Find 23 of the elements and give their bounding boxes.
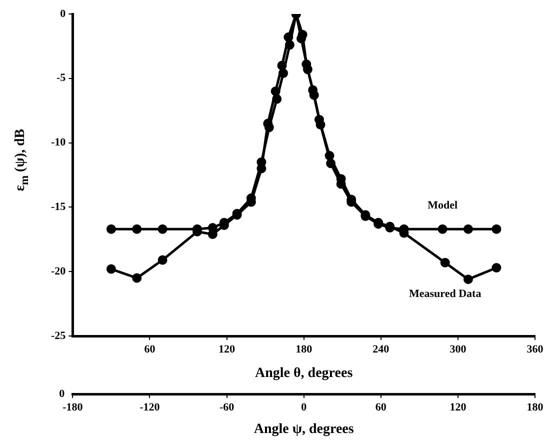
x-tick-label: 60 bbox=[144, 343, 156, 356]
x2-tick-label: 0 bbox=[301, 401, 308, 414]
y-tick-label: -10 bbox=[50, 136, 66, 149]
series-label: Model bbox=[428, 199, 458, 212]
x-axis-title: Angle θ, degrees bbox=[255, 366, 354, 382]
x2-tick-label: -180 bbox=[62, 401, 84, 414]
x-tick-label: 300 bbox=[450, 343, 467, 356]
x2-tick-label: 120 bbox=[450, 401, 467, 414]
x-tick-label: 240 bbox=[372, 343, 390, 356]
x2-axis-title: Angle ψ, degrees bbox=[254, 422, 354, 438]
x2-tick-label: 60 bbox=[375, 401, 387, 414]
x-tick-label: 360 bbox=[526, 343, 544, 356]
x-tick-label: 120 bbox=[218, 343, 236, 356]
y-tick-label: -20 bbox=[50, 265, 66, 278]
x-tick-label: 180 bbox=[296, 343, 313, 356]
y-tick-label: 0 bbox=[60, 8, 66, 20]
series-label: Measured Data bbox=[408, 288, 482, 300]
x2-tick-label: -120 bbox=[140, 401, 160, 414]
x2-tick-label: -60 bbox=[219, 401, 235, 414]
y-tick-label: -25 bbox=[50, 330, 66, 342]
x2-tick-label: 180 bbox=[526, 401, 544, 414]
y-tick-label: -5 bbox=[56, 72, 66, 84]
y-tick-label: -15 bbox=[50, 201, 66, 214]
